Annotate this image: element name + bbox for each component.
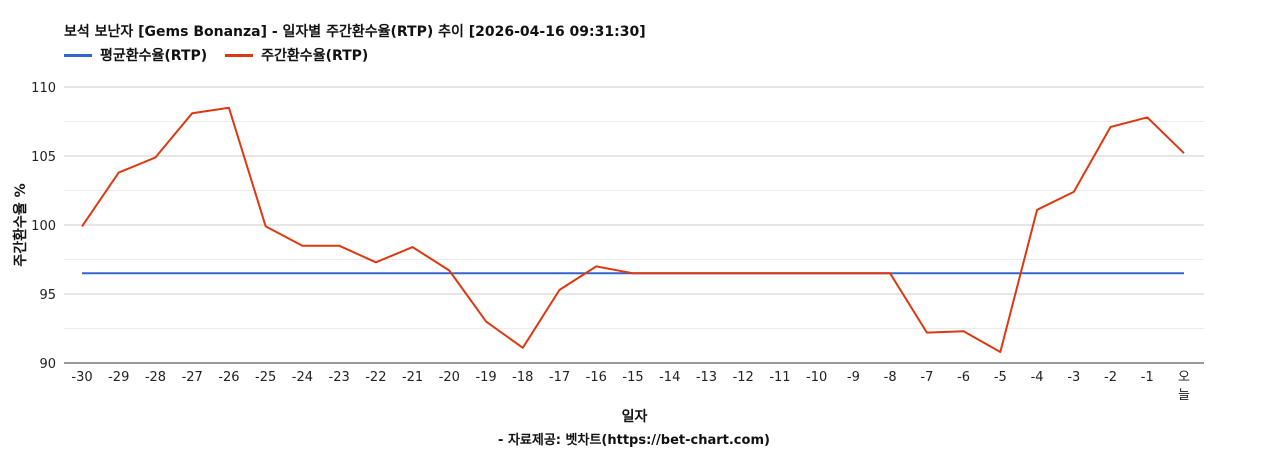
- y-tick-label: 100: [31, 219, 56, 234]
- x-tick-label: -18: [512, 370, 533, 385]
- x-tick-label: -24: [292, 370, 313, 385]
- series-lines: [81, 106, 1185, 353]
- x-tick-label: -15: [622, 370, 643, 385]
- x-tick-label: -14: [659, 370, 680, 385]
- x-tick-label: -28: [145, 370, 166, 385]
- y-tick-label: 90: [39, 357, 56, 372]
- x-tick-label: -25: [255, 370, 276, 385]
- x-tick-label: -30: [71, 370, 92, 385]
- y-axis-title: 주간환수율 %: [12, 183, 29, 266]
- x-tick-label: -22: [365, 370, 386, 385]
- y-tick-label: 110: [31, 81, 56, 96]
- y-tick-label: 95: [39, 288, 56, 303]
- x-tick-label: -12: [733, 370, 754, 385]
- x-tick-label: -16: [586, 370, 607, 385]
- y-axis-ticks: 90 95 100 105 110: [31, 81, 56, 372]
- x-tick-label: -2: [1104, 370, 1117, 385]
- legend-swatch-weekly: [225, 53, 254, 57]
- x-tick-label: -27: [182, 370, 203, 385]
- x-tick-label: -26: [218, 370, 239, 385]
- legend-item-weekly[interactable]: 주간환수율(RTP): [225, 45, 368, 65]
- weekly-rtp-line: [81, 106, 1185, 353]
- x-tick-label: -13: [696, 370, 717, 385]
- x-tick-label: -1: [1141, 370, 1154, 385]
- x-tick-label: -11: [769, 370, 790, 385]
- legend-label-weekly: 주간환수율(RTP): [261, 48, 369, 64]
- x-tick-label: -10: [806, 370, 827, 385]
- x-tick-label: -19: [475, 370, 496, 385]
- y-tick-label: 105: [31, 150, 56, 165]
- x-tick-label: -20: [439, 370, 460, 385]
- legend: 평균환수율(RTP) 주간환수율(RTP): [64, 45, 386, 65]
- x-tick-label: -23: [329, 370, 350, 385]
- x-tick-label: -6: [957, 370, 970, 385]
- legend-swatch-average: [64, 53, 92, 57]
- x-tick-label: -3: [1067, 370, 1080, 385]
- chart-title: 보석 보난자 [Gems Bonanza] - 일자별 주간환수율(RTP) 추…: [64, 24, 646, 40]
- legend-item-average[interactable]: 평균환수율(RTP): [64, 45, 207, 65]
- legend-label-average: 평균환수율(RTP): [100, 48, 208, 64]
- x-tick-label: -9: [847, 370, 860, 385]
- x-tick-label: -4: [1031, 370, 1044, 385]
- source-footer: - 자료제공: 벳차트(https://bet-chart.com): [498, 433, 770, 448]
- x-tick-label: -5: [994, 370, 1007, 385]
- x-axis-ticks: -30 -29 -28 -27 -26 -25 -24 -23 -22 -21 -20 -19 -18 -…: [71, 370, 1190, 403]
- gridlines: [64, 86, 1204, 364]
- x-tick-label: -8: [884, 370, 897, 385]
- x-tick-label: -29: [108, 370, 129, 385]
- x-axis-title: 일자: [622, 409, 648, 425]
- x-tick-label: -21: [402, 370, 423, 385]
- x-tick-label: -17: [549, 370, 570, 385]
- x-tick-label: -7: [920, 370, 933, 385]
